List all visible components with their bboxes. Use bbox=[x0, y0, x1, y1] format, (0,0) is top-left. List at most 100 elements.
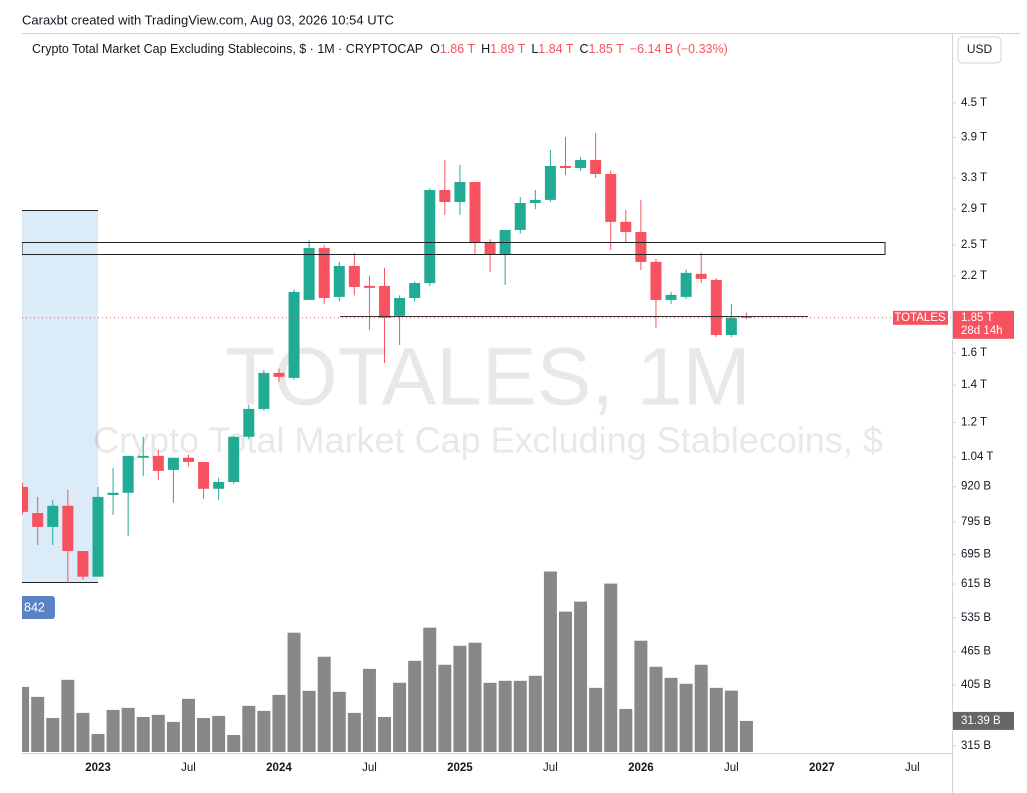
y-tick-label: 1.6 T bbox=[961, 347, 987, 359]
legend-value: 1.84 T bbox=[538, 42, 574, 56]
volume-bar bbox=[287, 632, 301, 752]
y-tick-label: 465 B bbox=[961, 646, 991, 658]
header: Caraxbt created with TradingView.com, Au… bbox=[22, 12, 394, 27]
candle-body bbox=[379, 285, 391, 318]
x-tick-label: Jul bbox=[905, 762, 920, 774]
volume-bar bbox=[498, 680, 512, 752]
candle-body bbox=[469, 181, 481, 242]
y-tick-label: 1.2 T bbox=[961, 416, 987, 428]
volume-bar bbox=[634, 640, 648, 752]
volume-bar bbox=[302, 690, 316, 752]
candle-body bbox=[605, 173, 617, 222]
volume-bar bbox=[136, 716, 150, 752]
y-tick-label: 405 B bbox=[961, 679, 991, 691]
volume-bar bbox=[197, 717, 211, 752]
legend: Crypto Total Market Cap Excluding Stable… bbox=[32, 42, 728, 56]
volume-bar bbox=[181, 698, 195, 752]
candle-body bbox=[198, 461, 210, 489]
volume-bar bbox=[166, 721, 180, 752]
volume-bar bbox=[739, 720, 753, 752]
y-tick-label: 615 B bbox=[961, 578, 991, 590]
volume-bar bbox=[423, 627, 437, 752]
candle-body bbox=[725, 317, 737, 336]
candle-body bbox=[318, 248, 330, 298]
last-price-box bbox=[953, 310, 1014, 339]
watermark-subtitle: Crypto Total Market Cap Excluding Stable… bbox=[93, 420, 883, 461]
x-tick-label: Jul bbox=[362, 762, 377, 774]
y-tick-label: 535 B bbox=[961, 612, 991, 624]
y-tick-label: 3.3 T bbox=[961, 172, 987, 184]
y-tick-label: 795 B bbox=[961, 516, 991, 528]
candle-body bbox=[273, 372, 285, 377]
candle-body bbox=[288, 291, 300, 378]
candle-body bbox=[575, 159, 587, 169]
volume-bar bbox=[604, 583, 618, 752]
candle-body bbox=[348, 265, 360, 287]
volume-bar bbox=[61, 679, 75, 752]
candle-body bbox=[182, 457, 194, 462]
volume-bar bbox=[649, 666, 663, 752]
candle-body bbox=[424, 189, 436, 284]
y-tick-label: 315 B bbox=[961, 740, 991, 752]
candle-body bbox=[695, 273, 707, 279]
currency-box[interactable] bbox=[957, 36, 1002, 64]
volume-bar bbox=[227, 734, 241, 752]
volume-bar bbox=[724, 690, 738, 752]
x-tick-label: 2024 bbox=[266, 762, 292, 774]
y-tick-label: 695 B bbox=[961, 549, 991, 561]
volume-bar bbox=[272, 694, 286, 752]
candle-body bbox=[22, 486, 29, 512]
candle-body bbox=[152, 455, 164, 471]
volume-layer bbox=[22, 571, 753, 752]
volume-bar bbox=[212, 715, 226, 752]
volume-bar bbox=[513, 680, 527, 752]
volume-bar bbox=[106, 709, 120, 752]
candle-body bbox=[710, 279, 722, 336]
volume-bar bbox=[91, 733, 105, 752]
volume-bar bbox=[619, 708, 633, 752]
candle-body bbox=[213, 481, 225, 489]
watermark: TOTALES, 1M bbox=[225, 332, 751, 423]
candle-body bbox=[439, 189, 451, 202]
candle-body bbox=[484, 242, 496, 254]
range-label: 842 bbox=[24, 600, 45, 614]
x-tick-label: 2023 bbox=[85, 762, 111, 774]
candle-body bbox=[122, 455, 134, 493]
y-tick-label: 4.5 T bbox=[961, 97, 987, 109]
x-tick-label: 2026 bbox=[628, 762, 654, 774]
volume-label-box bbox=[953, 711, 1014, 730]
zone-box-drawing bbox=[22, 242, 886, 255]
candle-body bbox=[47, 505, 59, 527]
candle-body bbox=[514, 202, 526, 230]
y-tick-label: 1.04 T bbox=[961, 451, 993, 463]
currency[interactable]: USD bbox=[967, 42, 993, 56]
volume-bar bbox=[347, 712, 361, 752]
range-label-box bbox=[22, 596, 55, 619]
volume-bar bbox=[709, 687, 723, 752]
drawings: 842 bbox=[22, 242, 886, 619]
x-tick-label: Jul bbox=[543, 762, 558, 774]
legend-value: 1.85 T bbox=[589, 42, 625, 56]
volume-bar bbox=[453, 645, 467, 752]
volume-bar bbox=[438, 664, 452, 752]
last-price-label: 1.85 T bbox=[961, 312, 993, 324]
volume-bar bbox=[393, 682, 407, 752]
candle-body bbox=[258, 372, 270, 409]
candle-body bbox=[499, 229, 511, 254]
candle-body bbox=[544, 165, 556, 200]
volume-bar bbox=[151, 714, 165, 752]
candle-body bbox=[62, 505, 74, 552]
x-tick-label: 2027 bbox=[809, 762, 835, 774]
volume-bar bbox=[332, 691, 346, 752]
overlay: 4.5 T 3.9 T 3.3 T 2.9 T 2.5 T 2.2 T 1.6 T 1.4 T… bbox=[22, 97, 1014, 774]
volume-bar bbox=[76, 712, 90, 752]
volume-bar bbox=[242, 705, 256, 752]
candle-body bbox=[590, 159, 602, 174]
countdown-label: 28d 14h bbox=[961, 325, 1003, 337]
plot-background bbox=[22, 210, 98, 583]
x-tick-label: Jul bbox=[724, 762, 739, 774]
candle-body bbox=[243, 408, 255, 437]
candle-body bbox=[92, 496, 104, 577]
candle-layer bbox=[22, 132, 752, 583]
